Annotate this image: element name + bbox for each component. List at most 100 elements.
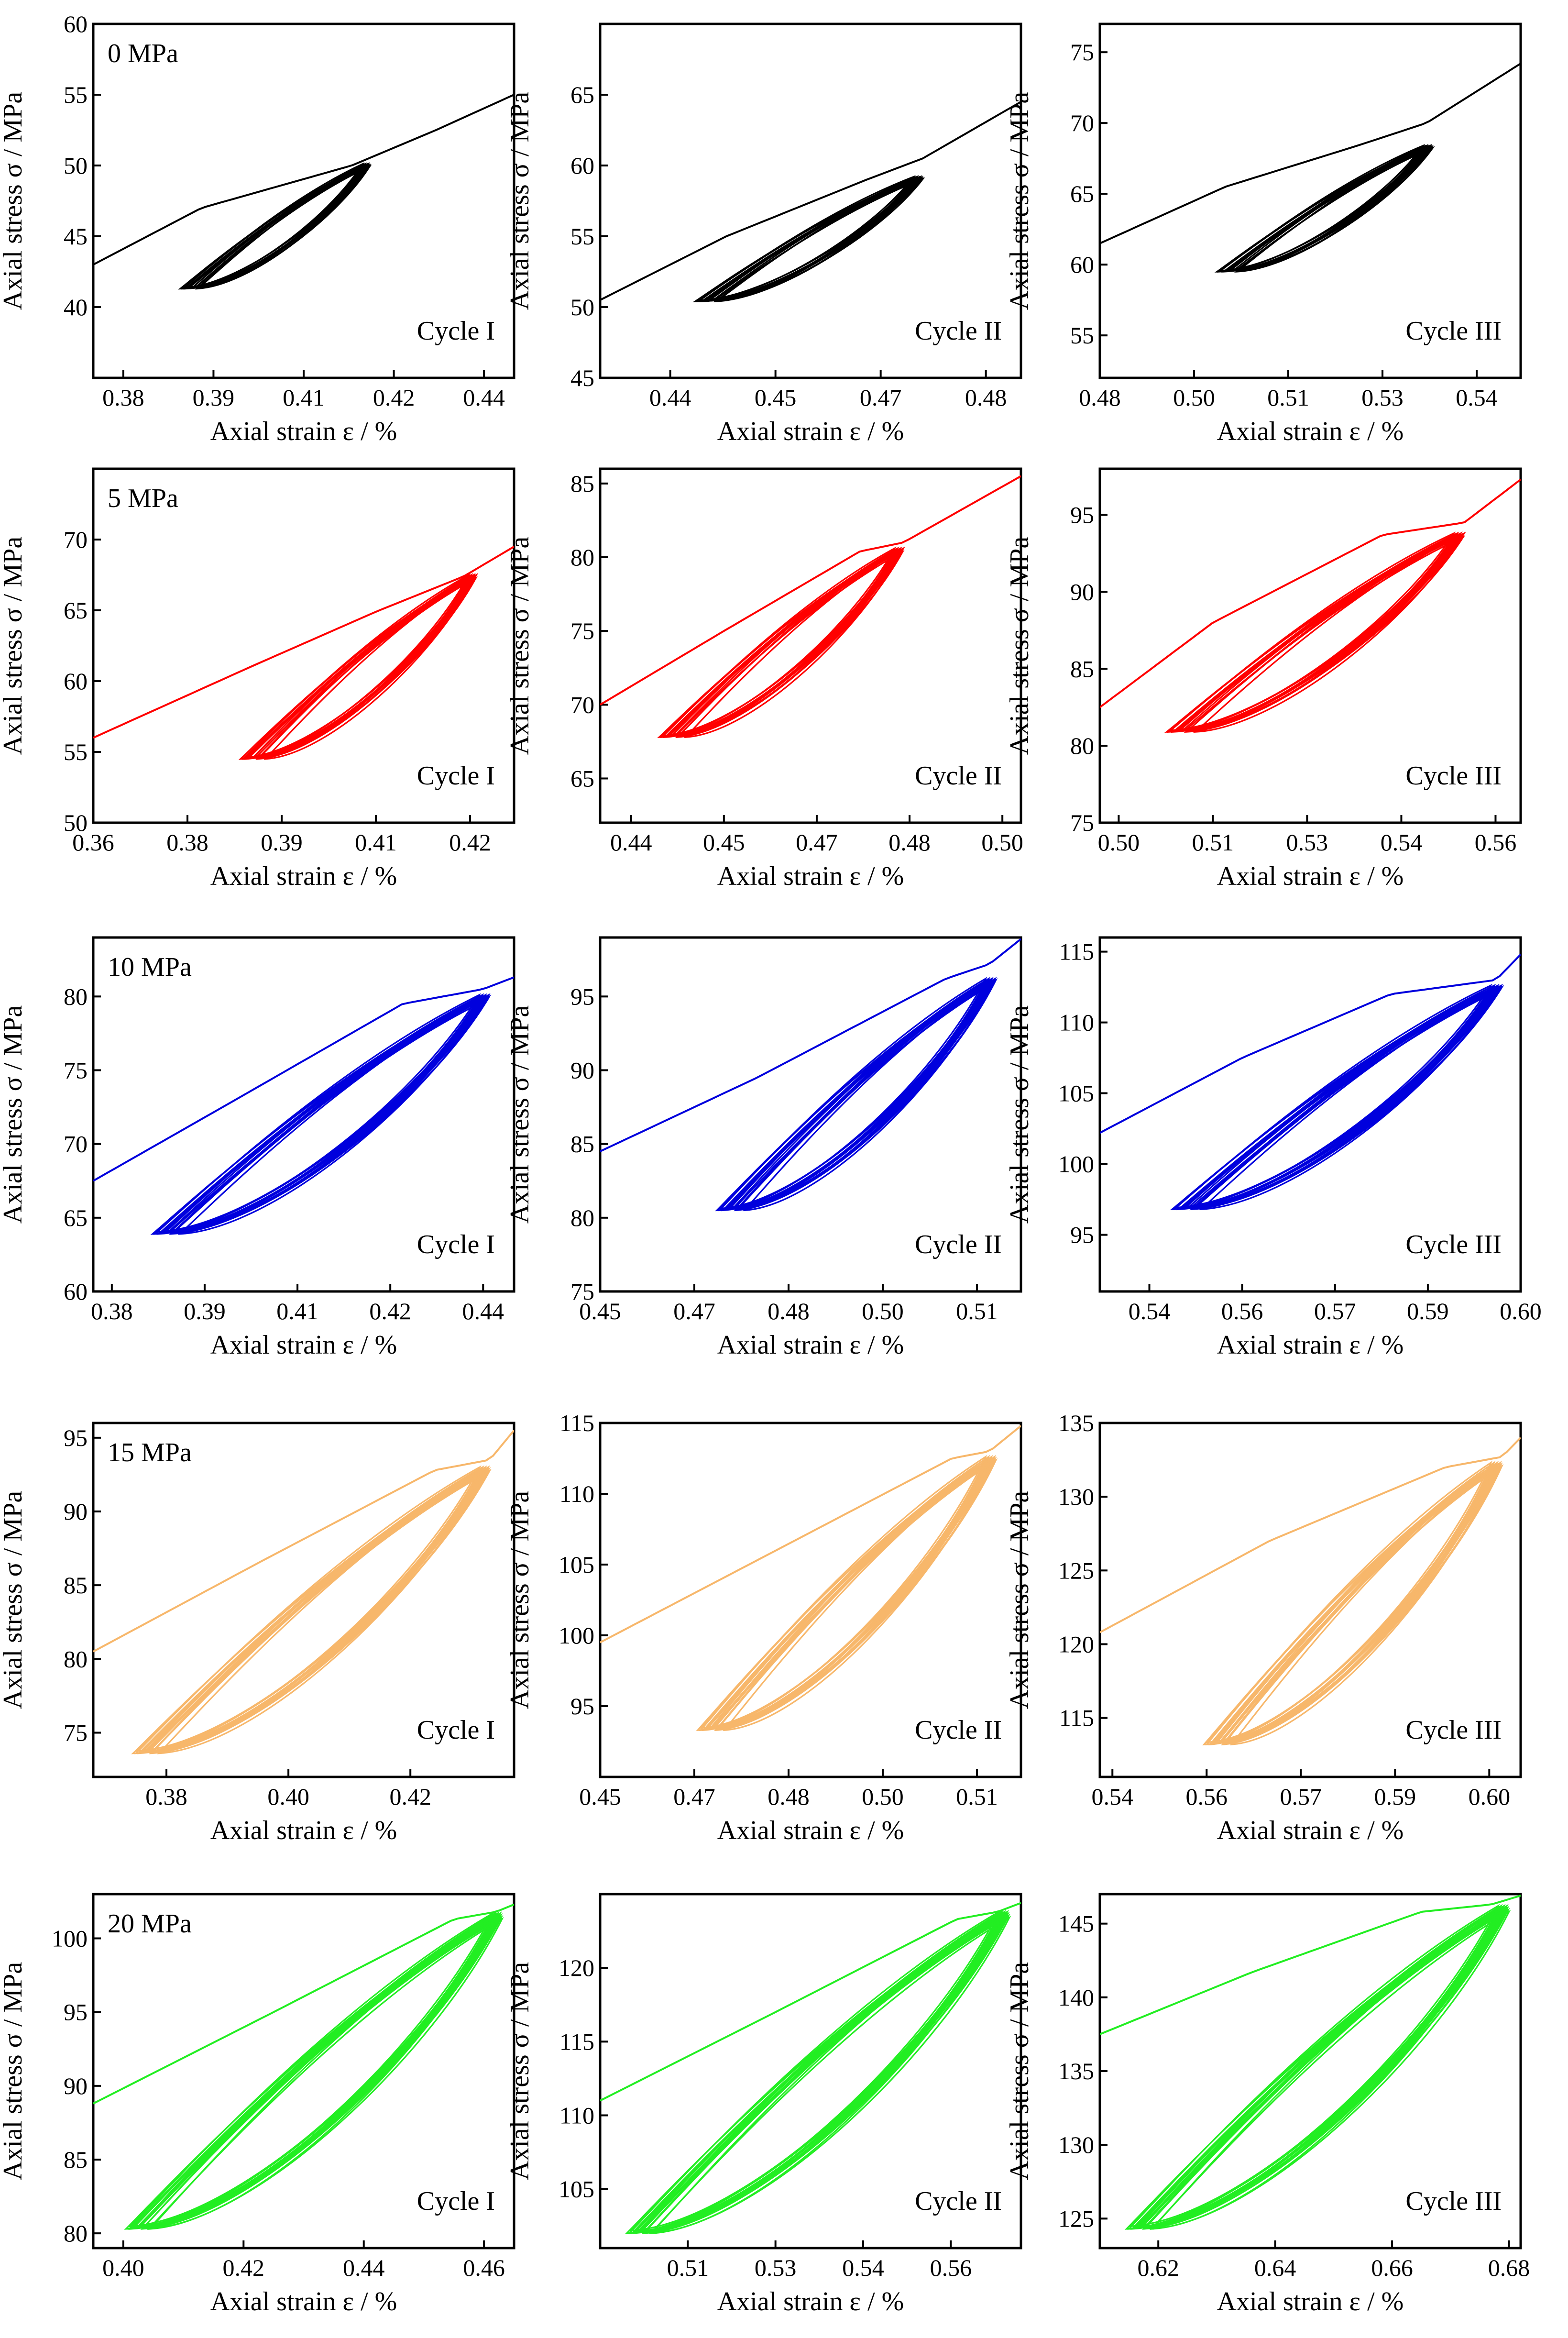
- chart-15-hysteresis-loop: [1139, 1906, 1504, 2228]
- chart-15-hysteresis-loop: [1139, 1908, 1510, 2228]
- chart-14-hysteresis-loop: [636, 1911, 1002, 2233]
- chart-3-ytick-label: 60: [1070, 251, 1094, 278]
- chart-6-cycle-label: Cycle III: [1405, 761, 1502, 791]
- chart-9-xtick-label: 0.54: [1129, 1298, 1171, 1324]
- chart-15-hysteresis-loop: [1136, 1904, 1503, 2229]
- chart-13-ytick-label: 90: [64, 2073, 88, 2099]
- chart-6-xtick-label: 0.54: [1381, 829, 1423, 856]
- chart-6-hysteresis-loop: [1183, 535, 1466, 731]
- chart-4-hysteresis-loop: [246, 575, 477, 760]
- chart-8-ytick-label: 90: [570, 1057, 594, 1084]
- chart-4: 0.36 0.38 0.39 0.41 0.42 50 55 60 65 70 Axial stra…: [0, 467, 515, 891]
- chart-4-hysteresis-loop: [253, 574, 474, 759]
- chart-15-ytick-label: 140: [1058, 1984, 1094, 2011]
- chart-10-series: [93, 1430, 514, 1754]
- chart-1-ytick-label: 60: [64, 11, 88, 37]
- chart-3-ytick-label: 65: [1070, 180, 1094, 207]
- chart-11-xtick-label: 0.47: [673, 1783, 715, 1810]
- chart-8-ylabel: Axial stress σ / MPa: [505, 1005, 535, 1224]
- chart-6-ylabel: Axial stress σ / MPa: [1005, 537, 1034, 755]
- chart-8-xtick-label: 0.51: [956, 1298, 998, 1324]
- chart-11-ytick-label: 115: [559, 1410, 594, 1436]
- chart-10-xlabel: Axial strain ε / %: [210, 1816, 397, 1845]
- chart-4-pressure-label: 5 MPa: [108, 484, 178, 513]
- chart-4-ytick-label: 65: [64, 597, 88, 624]
- chart-14-cycle-label: Cycle II: [915, 2186, 1002, 2216]
- chart-9-envelope-line: [1100, 954, 1521, 1134]
- chart-8: 0.45 0.47 0.48 0.50 0.51 75 80 85 90 95 Axial stra…: [505, 936, 1022, 1360]
- chart-7-pressure-label: 10 MPa: [108, 952, 192, 982]
- chart-5-hysteresis-loop: [683, 546, 906, 739]
- chart-3-ytick-label: 75: [1070, 39, 1094, 66]
- chart-12-hysteresis-loop: [1217, 1464, 1504, 1743]
- chart-11-hysteresis-loop: [712, 1456, 991, 1729]
- chart-3-hysteresis-loop: [1236, 143, 1433, 272]
- chart-6-ytick-label: 75: [1070, 809, 1094, 836]
- chart-2-envelope-line: [600, 101, 1021, 301]
- chart-10-hysteresis-loop: [145, 1468, 492, 1752]
- chart-14-xtick-label: 0.54: [842, 2254, 884, 2281]
- chart-10-hysteresis-loop: [151, 1465, 487, 1752]
- chart-10-xtick-label: 0.42: [389, 1783, 431, 1810]
- chart-2-hysteresis-loop: [692, 177, 919, 303]
- chart-14-hysteresis-loop: [638, 1914, 1011, 2232]
- chart-4-frame: [92, 467, 515, 824]
- chart-7-ylabel: Axial stress σ / MPa: [0, 1005, 28, 1224]
- chart-1-xtick-label: 0.42: [373, 384, 415, 411]
- chart-10-hysteresis-loop: [136, 1468, 486, 1754]
- chart-15-hysteresis-loop: [1135, 1906, 1501, 2229]
- chart-5-ylabel: Axial stress σ / MPa: [505, 537, 535, 755]
- chart-1-ytick-label: 45: [64, 223, 88, 250]
- chart-10-xtick-label: 0.38: [145, 1783, 187, 1810]
- chart-1-hysteresis-loop: [193, 164, 372, 289]
- chart-12-ylabel: Axial stress σ / MPa: [1005, 1491, 1034, 1709]
- chart-15-hysteresis-loop: [1133, 1908, 1507, 2229]
- chart-9-hysteresis-loop: [1181, 986, 1502, 1210]
- chart-14-ytick-label: 120: [559, 1954, 594, 1981]
- chart-2-frame: [599, 22, 1022, 379]
- chart-6: 0.50 0.51 0.53 0.54 0.56 75 80 85 90 95 Axial stra…: [1005, 467, 1522, 891]
- chart-10-ylabel: Axial stress σ / MPa: [0, 1491, 28, 1709]
- chart-12-hysteresis-loop: [1219, 1466, 1502, 1743]
- chart-6-ytick-label: 85: [1070, 655, 1094, 682]
- chart-12-hysteresis-loop: [1229, 1460, 1502, 1746]
- chart-8-xtick-label: 0.45: [579, 1298, 621, 1324]
- chart-11-ytick-label: 110: [559, 1480, 594, 1507]
- chart-10: 0.38 0.40 0.42 75 80 85 90 95 Axial strain ε / %…: [0, 1422, 515, 1845]
- chart-14-hysteresis-loop: [633, 1914, 1008, 2233]
- chart-1-xtick-label: 0.41: [283, 384, 325, 411]
- chart-8-xlabel: Axial strain ε / %: [717, 1330, 904, 1360]
- chart-13-cycle-label: Cycle I: [417, 2186, 495, 2216]
- chart-15: 0.62 0.64 0.66 0.68 125 130 135 140 145 Axial str…: [1005, 1893, 1530, 2316]
- chart-8-xtick-label: 0.47: [673, 1298, 715, 1324]
- chart-12-xlabel: Axial strain ε / %: [1217, 1816, 1404, 1845]
- chart-5-xtick-label: 0.48: [888, 829, 931, 856]
- chart-9-hysteresis-loop: [1192, 985, 1504, 1210]
- chart-2-xtick-label: 0.48: [965, 384, 1007, 411]
- chart-9-ytick-label: 95: [1070, 1222, 1094, 1248]
- chart-9-frame: [1098, 936, 1522, 1293]
- chart-4-envelope-line: [93, 546, 514, 739]
- chart-10-ytick-label: 80: [64, 1645, 88, 1672]
- chart-14-ytick-label: 110: [559, 2102, 594, 2129]
- chart-3-hysteresis-loop: [1233, 146, 1435, 272]
- chart-1-series: [93, 94, 514, 290]
- chart-1-xtick-label: 0.44: [463, 384, 505, 411]
- chart-4-xtick-label: 0.36: [72, 829, 114, 856]
- chart-1: 0.38 0.39 0.41 0.42 0.44 40 45 50 55 60 Axial stra…: [0, 11, 515, 446]
- chart-4-hysteresis-loop: [255, 574, 477, 760]
- chart-4-hysteresis-loop: [253, 576, 478, 759]
- chart-14-ytick-label: 115: [559, 2028, 594, 2055]
- chart-7-hysteresis-loop: [167, 997, 490, 1233]
- chart-15-cycle-label: Cycle III: [1405, 2186, 1502, 2216]
- chart-9-ytick-label: 100: [1058, 1151, 1094, 1178]
- chart-4-ytick-label: 70: [64, 526, 88, 553]
- chart-14-hysteresis-loop: [636, 1909, 1004, 2233]
- chart-10-pressure-label: 15 MPa: [108, 1438, 192, 1467]
- chart-2-ylabel: Axial stress σ / MPa: [505, 92, 535, 310]
- chart-15-series: [1100, 1895, 1521, 2230]
- chart-2-hysteresis-loop: [715, 175, 923, 301]
- chart-2-series: [600, 101, 1021, 303]
- chart-5-xtick-label: 0.47: [796, 829, 838, 856]
- chart-13-envelope-line: [93, 1903, 514, 2105]
